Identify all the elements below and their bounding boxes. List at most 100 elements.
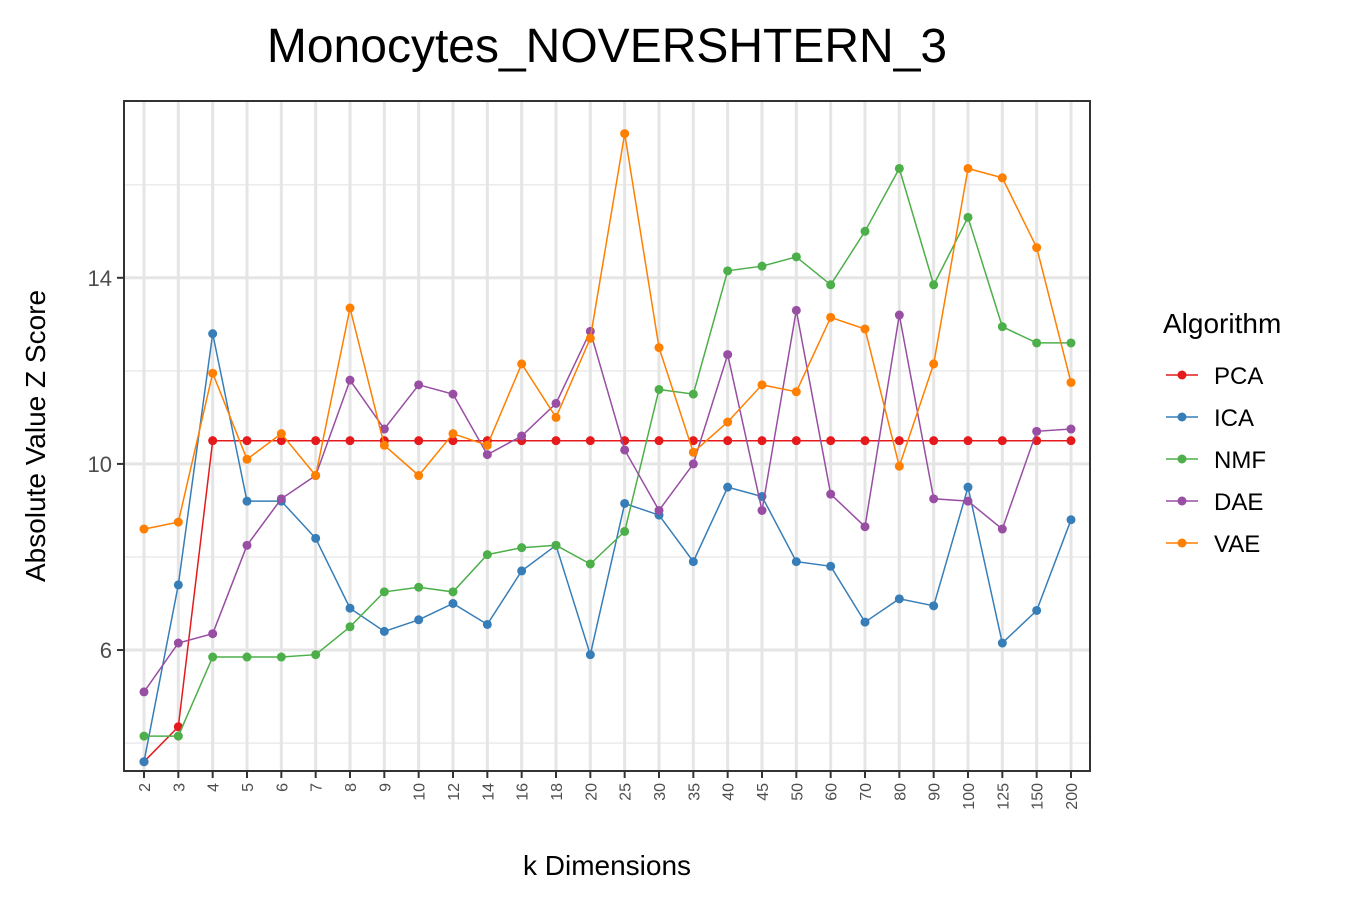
data-point-vae bbox=[139, 524, 149, 534]
data-point-vae bbox=[757, 380, 767, 390]
data-point-nmf bbox=[551, 540, 561, 550]
legend-swatch-point bbox=[1177, 370, 1187, 380]
data-point-dae bbox=[723, 350, 733, 360]
data-point-vae bbox=[963, 163, 973, 173]
data-point-pca bbox=[585, 436, 595, 446]
data-point-dae bbox=[860, 522, 870, 532]
x-tick-label: 25 bbox=[618, 783, 635, 801]
data-point-nmf bbox=[585, 559, 595, 569]
x-tick-label: 60 bbox=[824, 783, 841, 801]
data-point-pca bbox=[414, 436, 424, 446]
series-layer bbox=[139, 129, 1076, 767]
data-point-nmf bbox=[826, 280, 836, 290]
data-point-vae bbox=[723, 417, 733, 427]
data-point-pca bbox=[860, 436, 870, 446]
series-line-ica bbox=[143, 333, 1072, 762]
data-point-pca bbox=[448, 436, 458, 446]
y-tick-label: 14 bbox=[88, 266, 112, 291]
data-point-nmf bbox=[414, 582, 424, 592]
series-dae bbox=[139, 305, 1076, 697]
data-point-vae bbox=[654, 343, 664, 353]
data-point-nmf bbox=[173, 731, 183, 741]
legend-title: Algorithm bbox=[1163, 308, 1281, 339]
data-point-dae bbox=[345, 375, 355, 385]
data-point-dae bbox=[654, 505, 664, 515]
data-point-ica bbox=[414, 615, 424, 625]
data-point-ica bbox=[242, 496, 252, 506]
data-point-ica bbox=[1066, 515, 1076, 525]
data-point-vae bbox=[448, 429, 458, 439]
legend-item-nmf: NMF bbox=[1166, 447, 1266, 474]
x-tick-label: 6 bbox=[274, 783, 291, 792]
data-point-nmf bbox=[757, 261, 767, 271]
data-point-dae bbox=[482, 450, 492, 460]
data-point-dae bbox=[517, 431, 527, 441]
y-tick-label: 10 bbox=[88, 452, 112, 477]
data-point-dae bbox=[414, 380, 424, 390]
data-point-dae bbox=[757, 505, 767, 515]
data-point-vae bbox=[208, 368, 218, 378]
x-axis: 2 3 4 5 6 7 8 9 10 12 14 16 18 20 25 30 35 40 45 50 60 70 80 90… bbox=[137, 771, 1081, 810]
data-point-ica bbox=[894, 594, 904, 604]
y-axis: 6 10 14 bbox=[88, 266, 124, 663]
data-point-dae bbox=[688, 459, 698, 469]
legend-item-ica: ICA bbox=[1166, 405, 1254, 432]
data-point-ica bbox=[208, 329, 218, 339]
data-point-dae bbox=[379, 424, 389, 434]
data-point-nmf bbox=[929, 280, 939, 290]
data-point-vae bbox=[585, 333, 595, 343]
data-point-vae bbox=[688, 447, 698, 457]
x-tick-label: 90 bbox=[927, 783, 944, 801]
series-line-dae bbox=[143, 310, 1072, 693]
data-point-dae bbox=[929, 494, 939, 504]
data-point-ica bbox=[620, 498, 630, 508]
data-point-pca bbox=[242, 436, 252, 446]
data-point-dae bbox=[997, 524, 1007, 534]
x-tick-label: 8 bbox=[343, 783, 360, 792]
data-point-ica bbox=[448, 599, 458, 608]
data-point-dae bbox=[894, 310, 904, 320]
data-point-nmf bbox=[791, 252, 801, 262]
data-point-pca bbox=[654, 436, 664, 446]
data-point-pca bbox=[723, 436, 733, 446]
data-point-nmf bbox=[379, 587, 389, 597]
data-point-dae bbox=[173, 638, 183, 648]
x-tick-label: 7 bbox=[309, 783, 326, 792]
data-point-pca bbox=[894, 436, 904, 446]
data-point-vae bbox=[860, 324, 870, 334]
x-tick-label: 10 bbox=[412, 783, 429, 801]
data-point-ica bbox=[345, 603, 355, 613]
data-point-pca bbox=[757, 436, 767, 446]
data-point-dae bbox=[1066, 424, 1076, 434]
series-line-pca bbox=[143, 439, 1071, 763]
x-tick-label: 20 bbox=[583, 783, 600, 801]
data-point-ica bbox=[173, 580, 183, 590]
data-point-nmf bbox=[723, 266, 733, 276]
legend-item-vae: VAE bbox=[1166, 531, 1260, 558]
x-tick-label: 40 bbox=[721, 783, 738, 801]
x-tick-label: 45 bbox=[755, 783, 772, 801]
data-point-pca bbox=[345, 436, 355, 446]
data-point-nmf bbox=[139, 731, 149, 741]
data-point-dae bbox=[826, 489, 836, 499]
data-point-dae bbox=[208, 629, 218, 639]
data-point-nmf bbox=[620, 526, 630, 536]
data-point-dae bbox=[276, 494, 286, 504]
data-point-pca bbox=[963, 436, 973, 446]
data-point-ica bbox=[517, 566, 527, 576]
x-tick-label: 70 bbox=[858, 783, 875, 801]
data-point-pca bbox=[688, 436, 698, 446]
data-point-pca bbox=[551, 436, 561, 446]
data-point-nmf bbox=[688, 389, 698, 399]
data-point-vae bbox=[379, 440, 389, 450]
data-point-nmf bbox=[448, 587, 458, 597]
data-point-ica bbox=[311, 533, 321, 543]
series-line-vae bbox=[143, 133, 1072, 530]
data-point-ica bbox=[585, 650, 595, 660]
x-axis-title: k Dimensions bbox=[523, 850, 691, 881]
data-point-vae bbox=[997, 173, 1007, 183]
x-tick-label: 80 bbox=[892, 783, 909, 801]
data-point-nmf bbox=[345, 622, 355, 632]
data-point-vae bbox=[276, 429, 286, 439]
